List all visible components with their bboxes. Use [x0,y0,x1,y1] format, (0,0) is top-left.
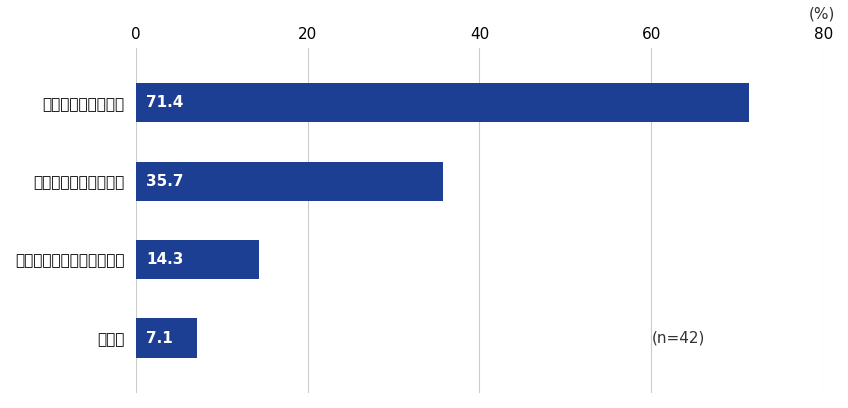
Text: 14.3: 14.3 [146,252,183,267]
Text: 35.7: 35.7 [146,174,183,188]
Bar [136,240,259,279]
Text: (%): (%) [809,6,835,21]
Bar [136,83,750,122]
Text: (n=42): (n=42) [651,330,705,346]
Text: 71.4: 71.4 [146,95,183,110]
Text: 7.1: 7.1 [146,330,173,346]
Bar [136,162,443,201]
Bar [136,319,197,358]
